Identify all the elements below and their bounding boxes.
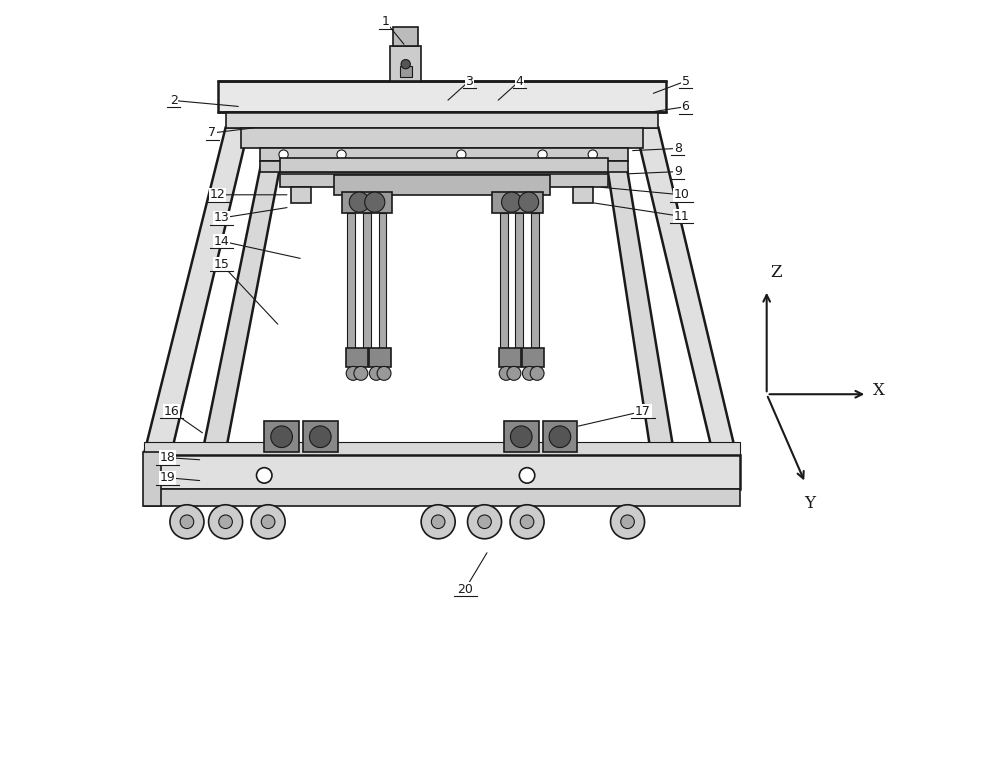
Bar xyxy=(492,192,543,213)
Circle shape xyxy=(457,150,466,159)
Bar xyxy=(303,421,338,452)
Bar xyxy=(522,348,544,367)
Bar xyxy=(226,112,658,128)
Bar xyxy=(543,421,577,452)
Circle shape xyxy=(530,366,544,380)
Text: 13: 13 xyxy=(214,212,230,224)
Text: 3: 3 xyxy=(465,75,473,87)
Polygon shape xyxy=(635,128,736,452)
Circle shape xyxy=(257,468,272,483)
Bar xyxy=(143,452,161,506)
Bar xyxy=(400,66,412,77)
Circle shape xyxy=(611,505,645,539)
Bar xyxy=(504,421,539,452)
Bar xyxy=(531,213,539,348)
Bar xyxy=(144,489,740,506)
Text: 10: 10 xyxy=(674,189,690,201)
Circle shape xyxy=(519,192,539,213)
Bar xyxy=(218,81,666,112)
Circle shape xyxy=(170,505,204,539)
Circle shape xyxy=(369,366,383,380)
Text: 20: 20 xyxy=(457,583,473,595)
Bar xyxy=(500,213,508,348)
Circle shape xyxy=(337,150,346,159)
Bar xyxy=(390,46,421,81)
Circle shape xyxy=(499,366,513,380)
Circle shape xyxy=(468,505,502,539)
Text: 15: 15 xyxy=(214,258,230,271)
Text: 6: 6 xyxy=(682,100,689,113)
Circle shape xyxy=(377,366,391,380)
Circle shape xyxy=(621,515,634,529)
Text: 16: 16 xyxy=(164,405,179,417)
Polygon shape xyxy=(604,148,674,452)
Text: 17: 17 xyxy=(635,405,651,417)
Bar xyxy=(264,421,299,452)
Circle shape xyxy=(219,515,232,529)
Circle shape xyxy=(431,515,445,529)
Text: Y: Y xyxy=(804,495,815,512)
Circle shape xyxy=(588,150,597,159)
Bar xyxy=(363,213,371,348)
Text: 5: 5 xyxy=(682,75,690,87)
Circle shape xyxy=(365,192,385,213)
Circle shape xyxy=(502,192,522,213)
Circle shape xyxy=(309,426,331,448)
Polygon shape xyxy=(202,148,284,452)
Bar xyxy=(280,158,608,172)
Circle shape xyxy=(421,505,455,539)
Bar xyxy=(379,213,386,348)
Bar xyxy=(499,348,521,367)
Bar xyxy=(393,27,418,46)
Text: 7: 7 xyxy=(208,127,216,139)
Text: 9: 9 xyxy=(674,165,682,178)
Circle shape xyxy=(251,505,285,539)
Bar xyxy=(334,175,550,195)
Circle shape xyxy=(180,515,194,529)
Circle shape xyxy=(349,192,369,213)
Circle shape xyxy=(510,505,544,539)
Text: 11: 11 xyxy=(674,210,690,223)
Bar xyxy=(144,455,740,489)
Text: 19: 19 xyxy=(160,472,175,484)
Bar xyxy=(241,128,643,148)
Bar xyxy=(280,174,608,187)
Circle shape xyxy=(346,366,360,380)
Text: 18: 18 xyxy=(160,451,176,464)
Circle shape xyxy=(538,150,547,159)
Bar xyxy=(144,442,740,455)
Circle shape xyxy=(209,505,243,539)
Polygon shape xyxy=(144,128,249,452)
Bar xyxy=(260,161,628,172)
Circle shape xyxy=(261,515,275,529)
Text: X: X xyxy=(873,382,885,399)
Bar xyxy=(369,348,391,367)
Circle shape xyxy=(401,60,410,69)
Circle shape xyxy=(279,150,288,159)
Text: 14: 14 xyxy=(214,235,230,247)
Circle shape xyxy=(519,468,535,483)
Text: 4: 4 xyxy=(515,75,523,87)
Circle shape xyxy=(271,426,292,448)
Circle shape xyxy=(520,515,534,529)
Circle shape xyxy=(522,366,536,380)
Circle shape xyxy=(510,426,532,448)
Circle shape xyxy=(507,366,521,380)
Text: 8: 8 xyxy=(674,142,682,155)
Bar xyxy=(346,348,368,367)
Bar xyxy=(342,192,392,213)
Text: 2: 2 xyxy=(170,94,178,107)
Bar xyxy=(515,213,523,348)
Bar xyxy=(573,187,593,203)
Bar xyxy=(260,148,628,161)
Bar xyxy=(347,213,355,348)
Bar xyxy=(291,187,311,203)
Text: 1: 1 xyxy=(382,15,390,28)
Circle shape xyxy=(549,426,571,448)
Text: 12: 12 xyxy=(210,189,226,201)
Circle shape xyxy=(478,515,491,529)
Circle shape xyxy=(354,366,368,380)
Text: Z: Z xyxy=(771,264,782,281)
